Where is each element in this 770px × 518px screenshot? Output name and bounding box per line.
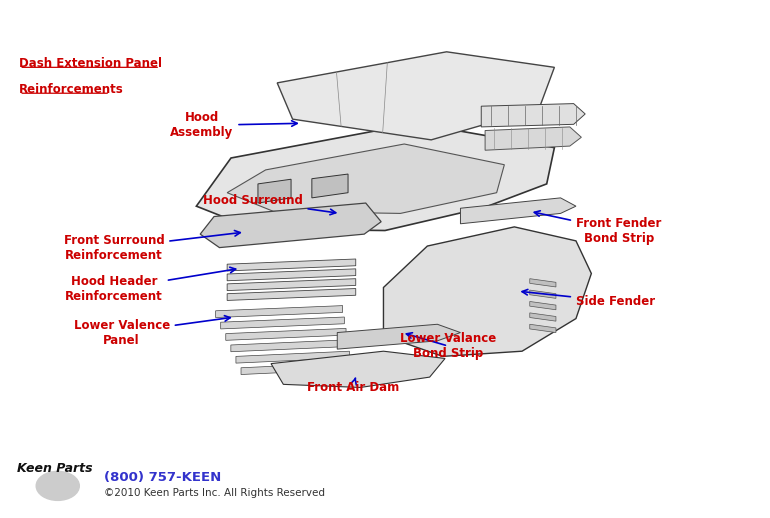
Polygon shape (227, 259, 356, 271)
Polygon shape (227, 144, 504, 213)
Polygon shape (231, 340, 348, 352)
Polygon shape (241, 363, 351, 375)
Text: Hood
Assembly: Hood Assembly (170, 111, 297, 139)
Polygon shape (227, 269, 356, 281)
Text: Hood Surround: Hood Surround (203, 194, 336, 215)
Polygon shape (460, 198, 576, 224)
Polygon shape (271, 351, 445, 387)
Polygon shape (530, 290, 556, 298)
Polygon shape (196, 123, 554, 231)
Text: Front Surround
Reinforcement: Front Surround Reinforcement (64, 231, 240, 262)
Text: (800) 757-KEEN: (800) 757-KEEN (104, 471, 221, 484)
Polygon shape (236, 351, 350, 363)
Polygon shape (258, 179, 291, 203)
Text: Reinforcements: Reinforcements (19, 82, 124, 96)
Polygon shape (530, 301, 556, 310)
Text: Lower Valence
Panel: Lower Valence Panel (74, 315, 230, 347)
Text: Front Air Dam: Front Air Dam (306, 378, 399, 394)
Polygon shape (485, 127, 581, 150)
Text: Hood Header
Reinforcement: Hood Header Reinforcement (65, 267, 236, 303)
Text: Keen Parts: Keen Parts (17, 462, 92, 476)
Polygon shape (227, 289, 356, 300)
Text: Lower Valance
Bond Strip: Lower Valance Bond Strip (400, 332, 496, 360)
Polygon shape (227, 279, 356, 291)
Text: ©2010 Keen Parts Inc. All Rights Reserved: ©2010 Keen Parts Inc. All Rights Reserve… (104, 488, 325, 498)
Polygon shape (221, 317, 344, 329)
Text: Dash Extension Panel: Dash Extension Panel (19, 56, 162, 70)
Polygon shape (216, 306, 343, 318)
Polygon shape (312, 174, 348, 198)
Circle shape (36, 471, 79, 500)
Polygon shape (530, 324, 556, 333)
Polygon shape (530, 279, 556, 287)
Polygon shape (226, 328, 346, 340)
Polygon shape (337, 324, 460, 349)
Polygon shape (200, 203, 381, 248)
Polygon shape (277, 52, 554, 140)
Polygon shape (383, 227, 591, 356)
Text: Front Fender
Bond Strip: Front Fender Bond Strip (534, 211, 661, 244)
Polygon shape (481, 104, 585, 127)
Text: Side Fender: Side Fender (522, 290, 655, 308)
Polygon shape (530, 313, 556, 321)
